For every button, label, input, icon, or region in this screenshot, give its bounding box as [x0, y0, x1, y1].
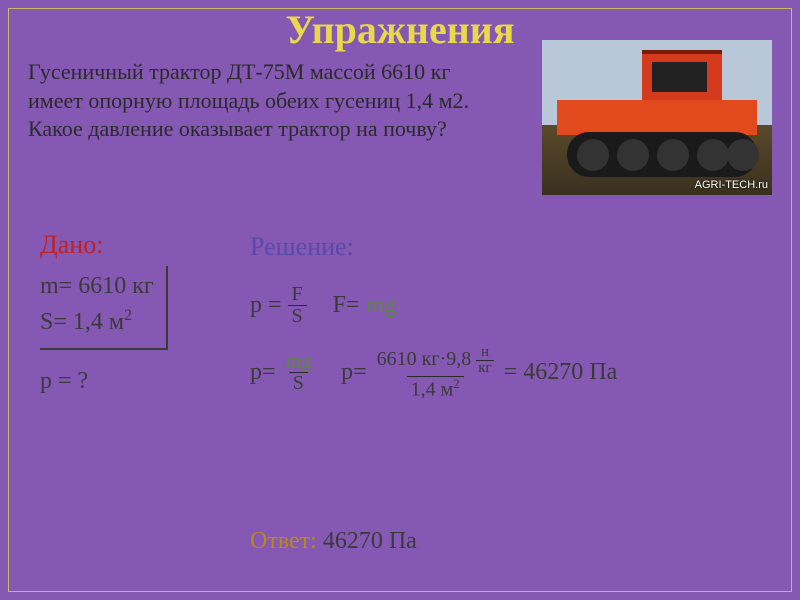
image-watermark: AGRI-TECH.ru	[695, 179, 768, 191]
problem-statement: Гусеничный трактор ДТ-75М массой 6610 кг…	[28, 58, 508, 144]
solution-label: Решение:	[250, 232, 617, 262]
unit-n-kg: нкг	[476, 345, 493, 376]
answer-label: Ответ:	[250, 528, 317, 554]
given-area: S= 1,4 м2	[40, 304, 154, 340]
solution-row-1: p = F S F=mg	[250, 284, 617, 327]
fraction-mg-s: mg S	[282, 351, 316, 394]
tractor-image: AGRI-TECH.ru	[542, 40, 772, 195]
formula-p-mgs: p= mg S	[250, 351, 315, 394]
given-label: Дано:	[40, 230, 168, 260]
formula-p-calc: p= 6610 кг·9,8 нкг 1,4 м2 = 46270 Па	[341, 345, 617, 401]
fraction-f-s: F S	[288, 284, 307, 327]
given-find: p = ?	[40, 368, 168, 395]
solution-row-2: p= mg S p= 6610 кг·9,8 нкг 1,4 м2 = 4627…	[250, 345, 617, 401]
given-values: m= 6610 кг S= 1,4 м2	[40, 266, 168, 350]
fraction-calc: 6610 кг·9,8 нкг 1,4 м2	[373, 345, 498, 401]
given-mass: m= 6610 кг	[40, 268, 154, 304]
solution-block: Решение: p = F S F=mg p= mg S p= 6610 кг…	[250, 232, 617, 419]
answer-value: 46270 Па	[317, 528, 417, 554]
given-block: Дано: m= 6610 кг S= 1,4 м2 p = ?	[40, 230, 168, 395]
formula-p-fs: p = F S	[250, 284, 307, 327]
answer-line: Ответ: 46270 Па	[250, 528, 417, 555]
formula-f-mg: F=mg	[333, 292, 397, 319]
